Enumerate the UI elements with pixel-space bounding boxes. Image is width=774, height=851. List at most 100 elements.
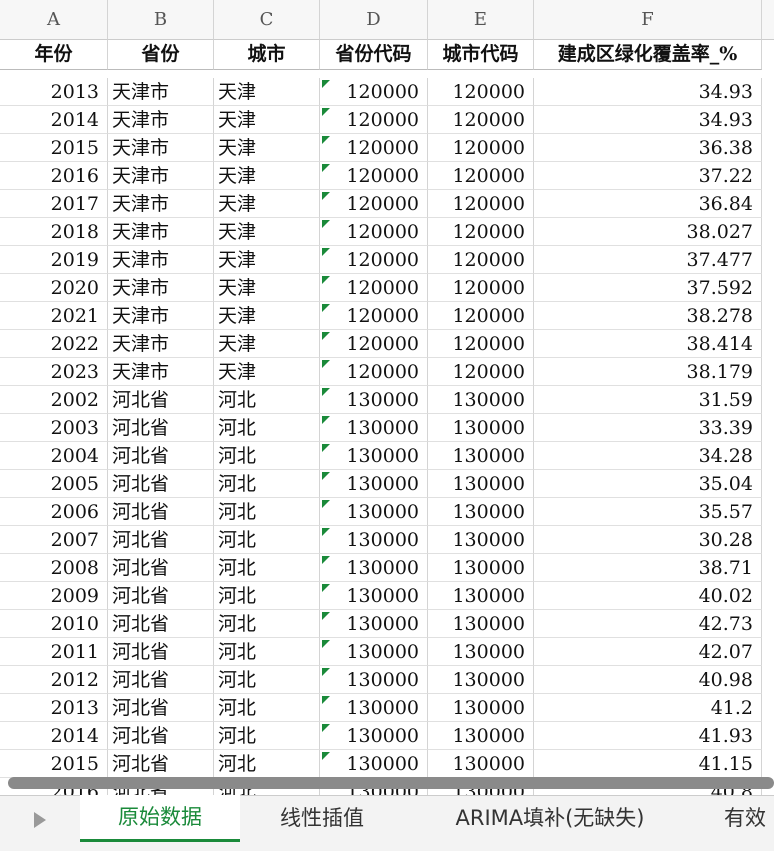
cell: 2020 [0,274,108,302]
cell: 天津市 [108,358,214,386]
cell: 天津市 [108,106,214,134]
cell: 34.93 [534,106,762,134]
cell: 120000 [320,162,428,190]
cell: 120000 [428,246,534,274]
cell: 120000 [320,106,428,134]
cell: 天津 [214,302,320,330]
cell: 120000 [428,162,534,190]
cell-flag [322,220,330,228]
cell-flag [322,388,330,396]
cell: 2014 [0,106,108,134]
cell: 河北省 [108,442,214,470]
cell: 河北 [214,498,320,526]
cell: 130000 [428,470,534,498]
cell: 2004 [0,442,108,470]
cell: 天津 [214,106,320,134]
cell: 2019 [0,246,108,274]
cell: 38.414 [534,330,762,358]
cell: 2011 [0,638,108,666]
column-letter: D [320,0,428,40]
cell: 河北 [214,386,320,414]
cell-flag [322,472,330,480]
cell: 河北 [214,442,320,470]
cell: 130000 [320,554,428,582]
header-cell: 城市 [214,40,320,70]
cell: 河北省 [108,554,214,582]
cell: 120000 [320,190,428,218]
cell: 120000 [428,190,534,218]
sheet-tab[interactable]: ARIMA填补(无缺失) [455,806,645,830]
cell-flag [322,276,330,284]
sheet-tab[interactable]: 线性插值 [280,806,364,830]
header-cell: 年份 [0,40,108,70]
cell: 天津市 [108,330,214,358]
cell: 河北 [214,694,320,722]
cell: 120000 [320,274,428,302]
cell-flag [322,444,330,452]
cell: 42.07 [534,638,762,666]
cell: 130000 [320,386,428,414]
cell: 30.28 [534,526,762,554]
cell: 130000 [428,386,534,414]
cell: 130000 [428,722,534,750]
cell: 34.93 [534,78,762,106]
cell: 38.027 [534,218,762,246]
cell: 120000 [320,134,428,162]
cell: 120000 [428,218,534,246]
cell: 河北 [214,470,320,498]
column-letter: A [0,0,108,40]
cell: 天津 [214,246,320,274]
header-cell: 省份 [108,40,214,70]
cell: 河北 [214,750,320,778]
cell-flag [322,136,330,144]
cell: 120000 [320,78,428,106]
cell: 130000 [428,750,534,778]
cell: 2018 [0,218,108,246]
cell: 130000 [320,638,428,666]
cell: 130000 [320,470,428,498]
cell: 河北 [214,582,320,610]
cell-flag [322,528,330,536]
cell: 天津市 [108,162,214,190]
scrollbar[interactable] [8,777,774,789]
cell-flag [322,192,330,200]
cell: 河北省 [108,722,214,750]
cell: 36.38 [534,134,762,162]
cell: 130000 [428,498,534,526]
cell: 天津市 [108,134,214,162]
cell-flag [322,304,330,312]
cell-flag [322,556,330,564]
cell: 2006 [0,498,108,526]
cell: 2022 [0,330,108,358]
cell: 130000 [320,722,428,750]
cell: 河北 [214,610,320,638]
cell-flag [322,500,330,508]
cell: 河北 [214,666,320,694]
cell: 河北 [214,414,320,442]
cell: 2012 [0,666,108,694]
cell: 130000 [320,666,428,694]
cell: 2013 [0,78,108,106]
cell: 120000 [320,358,428,386]
cell: 天津市 [108,78,214,106]
cell: 130000 [320,442,428,470]
cell: 120000 [428,358,534,386]
cell: 2008 [0,554,108,582]
cell: 35.57 [534,498,762,526]
cell-flag [322,696,330,704]
cell: 河北省 [108,638,214,666]
tab-arrow[interactable] [30,810,50,830]
column-letter [762,0,774,40]
cell: 河北省 [108,526,214,554]
cell-flag [322,248,330,256]
cell: 天津 [214,358,320,386]
cell: 天津 [214,162,320,190]
cell-flag [322,416,330,424]
cell: 37.592 [534,274,762,302]
cell: 2016 [0,162,108,190]
sheet-tab[interactable]: 有效 [724,806,766,830]
sheet-tabs: 原始数据 线性插值 ARIMA填补(无缺失) 有效 [0,795,774,851]
sheet-tab[interactable]: 原始数据 [80,795,240,842]
cell: 河北省 [108,498,214,526]
cell: 33.39 [534,414,762,442]
